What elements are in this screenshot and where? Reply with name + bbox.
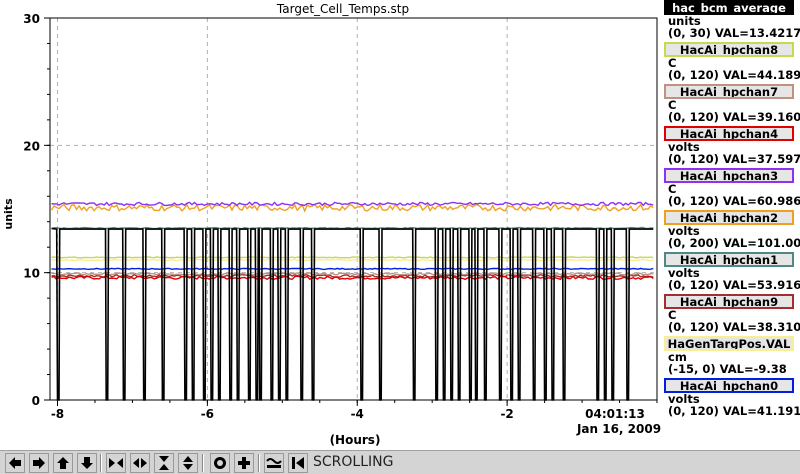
y-tick-label: 0 — [32, 394, 40, 408]
legend-range-value: (0, 120) VAL=38.3105 — [668, 320, 800, 334]
y-axis-label: units — [2, 198, 15, 230]
legend-range-value: (0, 120) VAL=53.916 — [668, 278, 800, 292]
y-tick-label: 20 — [23, 139, 40, 153]
legend-unit: C — [668, 98, 677, 112]
compress-horizontal-icon[interactable] — [106, 453, 126, 473]
legend-unit: cm — [668, 350, 687, 364]
legend-series-name[interactable]: HacAi_hpchan9 — [664, 294, 794, 309]
y-tick-label: 10 — [23, 267, 40, 281]
compress-vertical-icon[interactable] — [154, 453, 174, 473]
series-line-HacAi_hpchan9 — [51, 273, 654, 278]
x-tick-label: -8 — [51, 407, 64, 421]
legend-range-value: (0, 120) VAL=39.1602 — [668, 110, 800, 124]
autoscale-icon[interactable] — [264, 453, 284, 473]
axes: 0 10 20 30 -8 -6 -4 -2 — [23, 12, 658, 421]
series-line-HacAi_hpchan0 — [51, 267, 654, 271]
timestamp-time: 04:01:13 — [585, 407, 645, 421]
toolbar-separator — [100, 454, 102, 472]
legend-unit: C — [668, 308, 677, 322]
legend-range-value: (0, 120) VAL=44.1895 — [668, 68, 800, 82]
toolbar-separator — [258, 454, 260, 472]
legend-range-value: (0, 30) VAL=13.4217 — [668, 26, 800, 40]
x-tick-label: -2 — [500, 407, 513, 421]
series-line-HacAi_hpchan4 — [51, 275, 654, 281]
legend-panel: hac_bcm_average units (0, 30) VAL=13.4217 H… — [662, 0, 800, 450]
legend-range-value: (0, 120) VAL=41.1914 — [668, 404, 800, 418]
toolbar-separator — [202, 454, 204, 472]
arrow-left-icon[interactable] — [5, 453, 25, 473]
grid — [50, 18, 657, 400]
series-line-HacAi_hpchan8 — [51, 256, 654, 259]
arrow-down-icon[interactable] — [77, 453, 97, 473]
legend-unit: volts — [668, 266, 700, 280]
x-tick-label: -6 — [201, 407, 214, 421]
rewind-icon[interactable] — [288, 453, 308, 473]
toolbar: SCROLLING — [0, 450, 800, 474]
expand-horizontal-icon[interactable] — [130, 453, 150, 473]
legend-unit: C — [668, 56, 677, 70]
legend-unit: units — [668, 14, 701, 28]
arrow-right-icon[interactable] — [29, 453, 49, 473]
x-tick-label: -4 — [351, 407, 364, 421]
legend-range-value: (-15, 0) VAL=-9.38 — [668, 362, 787, 376]
legend-unit: volts — [668, 140, 700, 154]
legend-series-name[interactable]: HacAi_hpchan3 — [664, 168, 794, 183]
chart-title: Target_Cell_Temps.stp — [276, 2, 409, 16]
legend-series-name[interactable]: hac_bcm_average — [664, 0, 794, 15]
plus-icon[interactable] — [234, 453, 254, 473]
legend-series-name[interactable]: HacAi_hpchan2 — [664, 210, 794, 225]
legend-unit: volts — [668, 224, 700, 238]
legend-series-name[interactable]: HacAi_hpchan1 — [664, 252, 794, 267]
timestamp-date: Jan 16, 2009 — [576, 422, 661, 436]
plot-frame — [49, 17, 658, 401]
legend-series-name[interactable]: HacAi_hpchan8 — [664, 42, 794, 57]
legend-unit: volts — [668, 392, 700, 406]
legend-range-value: (0, 120) VAL=37.5977 — [668, 152, 800, 166]
legend-range-value: (0, 120) VAL=60.9863 — [668, 194, 800, 208]
legend-series-name[interactable]: HaGenTargPos.VAL — [664, 336, 794, 351]
expand-vertical-icon[interactable] — [178, 453, 198, 473]
chart: Target_Cell_Temps.stp units (Hours) 04:0… — [2, 2, 662, 447]
legend-series-name[interactable]: HacAi_hpchan4 — [664, 126, 794, 141]
series-line-HacAi_hpchan3 — [51, 201, 654, 207]
legend-series-name[interactable]: HacAi_hpchan0 — [664, 378, 794, 393]
series-line-HaGenTargPos.VAL — [51, 258, 654, 262]
legend-unit: C — [668, 182, 677, 196]
legend-series-name[interactable]: HacAi_hpchan7 — [664, 84, 794, 99]
arrow-up-icon[interactable] — [53, 453, 73, 473]
y-tick-label: 30 — [23, 12, 40, 26]
series-line-HacAi_hpchan2 — [50, 203, 654, 213]
series-line-HacAi_hpchan7 — [51, 272, 654, 276]
status-text: SCROLLING — [313, 454, 394, 470]
x-axis-label: (Hours) — [330, 433, 381, 447]
record-icon[interactable] — [210, 453, 230, 473]
legend-range-value: (0, 200) VAL=101.006 — [668, 236, 800, 250]
